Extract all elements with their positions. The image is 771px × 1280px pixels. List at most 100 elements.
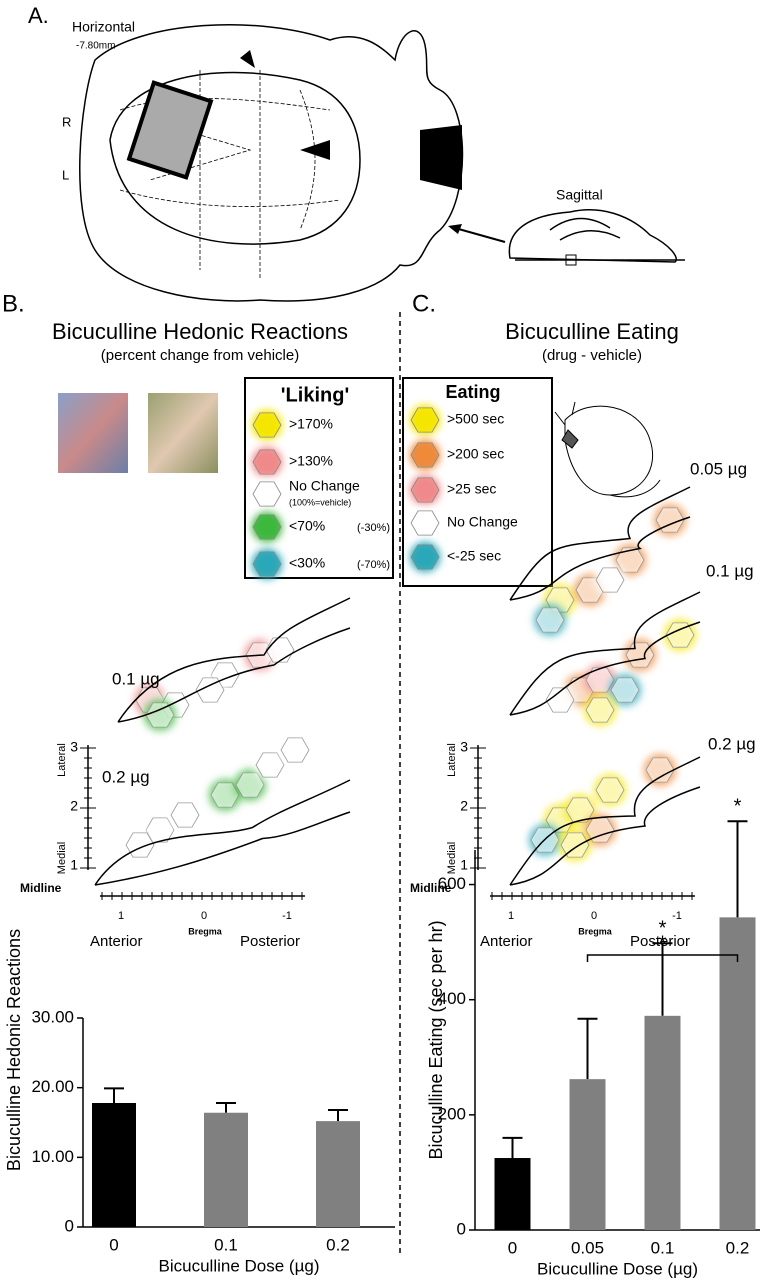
brain-outline xyxy=(509,756,701,886)
site-hex xyxy=(585,697,615,723)
axis-label: Lateral xyxy=(446,743,458,777)
site-hex xyxy=(560,832,590,858)
dose-label: 0.2 µg xyxy=(102,767,150,786)
site-hex xyxy=(255,752,285,778)
y-tick-label: 20.00 xyxy=(31,1077,74,1096)
panel-title: Bicuculline Hedonic Reactions xyxy=(52,319,348,344)
label: R xyxy=(62,114,71,129)
significance: * xyxy=(659,932,667,954)
x-axis-title: Bicuculline Dose (µg) xyxy=(159,1256,320,1275)
significance-bracket xyxy=(586,954,739,962)
axis-label: Midline xyxy=(20,881,62,895)
legend-label: >130% xyxy=(289,453,333,469)
x-tick-label: 0.2 xyxy=(726,1238,750,1257)
brain-outline xyxy=(509,591,701,716)
legend-label: <30% xyxy=(289,555,325,571)
label: Horizontal xyxy=(72,19,135,35)
photo-infant xyxy=(148,393,218,473)
y-tick-label: 0 xyxy=(65,1216,74,1235)
legend-hex xyxy=(252,514,282,540)
ap-tick-label: 1 xyxy=(118,910,124,922)
x-tick-label: 0.1 xyxy=(214,1235,238,1254)
legend-label: <-25 sec xyxy=(447,548,501,564)
axis-label: Bregma xyxy=(188,926,223,936)
axis-label: Posterior xyxy=(240,933,300,950)
legend-hex xyxy=(410,477,440,503)
dose-label: 0.2 µg xyxy=(708,734,756,753)
axis-label: Medial xyxy=(56,842,68,874)
legend-title: 'Liking' xyxy=(281,384,349,406)
site-hex xyxy=(665,622,695,648)
bar xyxy=(494,1158,531,1230)
bar xyxy=(569,1079,606,1230)
x-tick-label: 0 xyxy=(109,1235,118,1254)
legend-label: >200 sec xyxy=(447,446,504,462)
site-hex xyxy=(280,737,310,763)
dose-label: 0.05 µg xyxy=(690,459,747,478)
ap-tick-label: -1 xyxy=(282,910,292,922)
panel-subtitle: (drug - vehicle) xyxy=(542,347,642,364)
legend-hex xyxy=(410,544,440,570)
panel-label: B. xyxy=(2,290,25,317)
significance: * xyxy=(659,918,667,940)
rat-sketch xyxy=(554,401,661,498)
photo-rat xyxy=(58,393,128,473)
panel-title: Bicuculline Eating xyxy=(505,319,679,344)
brain-outline xyxy=(509,486,691,601)
site-hex xyxy=(645,757,675,783)
site-hex xyxy=(655,507,685,533)
x-tick-label: 0.05 xyxy=(571,1238,604,1257)
y-axis-title: Bicuculline Eating (sec per hr) xyxy=(426,920,446,1159)
x-tick-label: 0.2 xyxy=(326,1235,350,1254)
dose-label: 0.1 µg xyxy=(112,669,160,688)
axis-label: Medial xyxy=(446,842,458,874)
ap-tick-label: 0 xyxy=(201,910,207,922)
y-tick-label: 400 xyxy=(438,989,466,1008)
legend-label: No Change xyxy=(289,478,360,494)
ml-tick-label: 3 xyxy=(70,739,78,755)
legend-hex xyxy=(252,449,282,475)
brain-outline xyxy=(94,779,351,886)
ml-tick-label: 1 xyxy=(460,857,468,873)
horizontal-brain xyxy=(79,24,464,302)
bar xyxy=(644,1015,681,1230)
site-hex xyxy=(535,607,565,633)
site-hex xyxy=(610,677,640,703)
label: Sagittal xyxy=(556,187,603,203)
ml-tick-label: 2 xyxy=(70,798,78,814)
ml-tick-label: 1 xyxy=(70,857,78,873)
legend-hex xyxy=(410,442,440,468)
legend-hex xyxy=(252,412,282,438)
legend-label: >25 sec xyxy=(447,481,496,497)
y-axis-title: Bicuculline Hedonic Reactions xyxy=(4,929,24,1171)
axis-label: Anterior xyxy=(90,933,143,950)
label: -7.80mm xyxy=(76,41,115,52)
x-tick-label: 0 xyxy=(508,1238,517,1257)
panel-label: C. xyxy=(412,290,436,317)
legend-note: (100%=vehicle) xyxy=(289,497,351,507)
site-hex xyxy=(585,817,615,843)
legend-label: <70% xyxy=(289,518,325,534)
bar xyxy=(92,1102,136,1227)
site-hex xyxy=(210,782,240,808)
sagittal-brain xyxy=(448,209,685,266)
site-hex xyxy=(585,667,615,693)
y-tick-label: 200 xyxy=(438,1104,466,1123)
ml-tick-label: 2 xyxy=(460,798,468,814)
ap-tick-label: 1 xyxy=(508,910,514,922)
site-hex xyxy=(595,567,625,593)
panel-label: A. xyxy=(28,3,49,28)
axis-label: Posterior xyxy=(630,933,690,950)
site-hex xyxy=(545,687,575,713)
site-hex xyxy=(195,677,225,703)
bar xyxy=(204,1112,248,1227)
ap-tick-label: -1 xyxy=(672,910,682,922)
axis-label: Anterior xyxy=(480,933,533,950)
axis-label: Midline xyxy=(410,881,452,895)
axis-label: Lateral xyxy=(56,743,68,777)
y-tick-label: 0 xyxy=(457,1219,466,1238)
y-tick-label: 10.00 xyxy=(31,1147,74,1166)
site-hex xyxy=(595,777,625,803)
y-tick-label: 30.00 xyxy=(31,1007,74,1026)
